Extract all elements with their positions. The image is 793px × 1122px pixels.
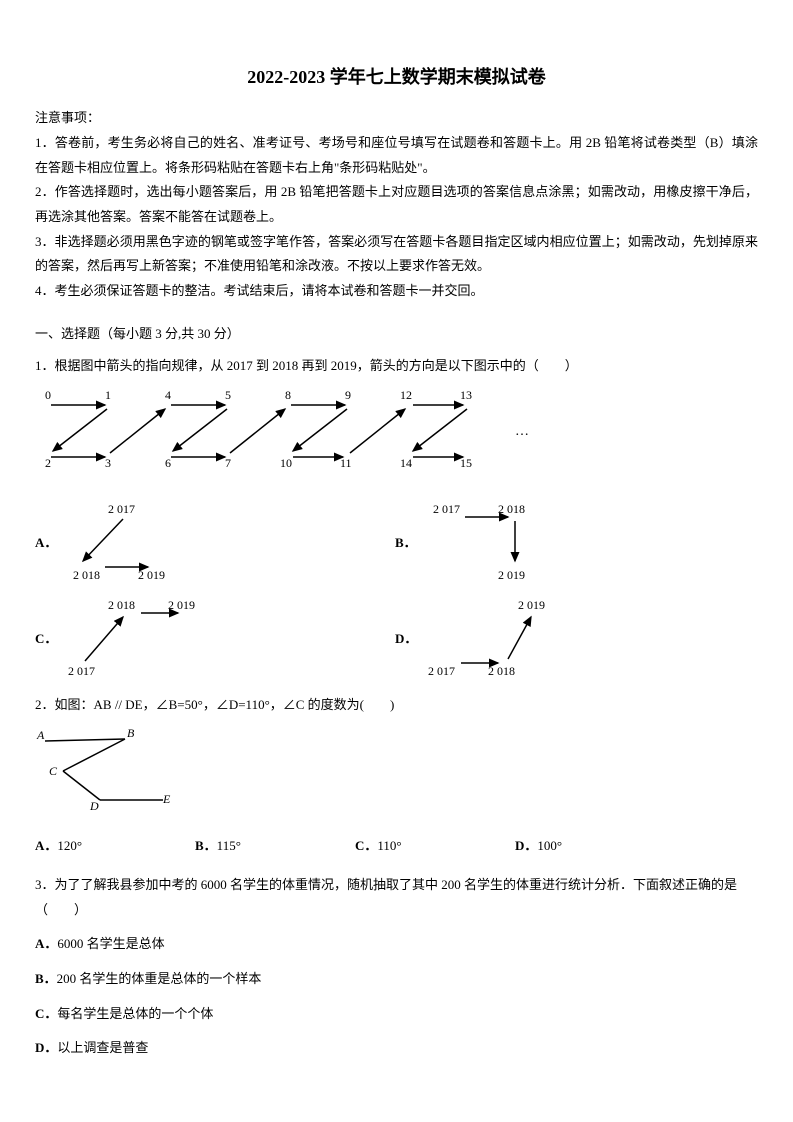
q1d-b1: 2 017 bbox=[428, 664, 455, 678]
q2-opt-b: B．115° bbox=[195, 834, 355, 859]
q1-label-15: 15 bbox=[460, 456, 472, 470]
question-3-text: 3．为了了解我县参加中考的 6000 名学生的体重情况，随机抽取了其中 200 … bbox=[35, 873, 758, 922]
q1-options-row-ab: A． 2 017 2 018 2 019 B． 2 017 2 018 2 01… bbox=[35, 499, 758, 589]
q2-opt-a-label: A． bbox=[35, 838, 57, 853]
q1-label-12: 12 bbox=[400, 388, 412, 402]
q1-opt-b-label: B． bbox=[395, 531, 415, 556]
q1c-t1: 2 018 bbox=[108, 598, 135, 612]
q2-label-c: C bbox=[49, 764, 58, 778]
notice-item-1: 1．答卷前，考生务必将自己的姓名、准考证号、考场号和座位号填写在试题卷和答题卡上… bbox=[35, 131, 758, 180]
q2-options: A．120° B．115° C．110° D．100° bbox=[35, 834, 758, 859]
notice-item-4: 4．考生必须保证答题卡的整洁。考试结束后，请将本试卷和答题卡一并交回。 bbox=[35, 279, 758, 304]
q2-label-e: E bbox=[162, 792, 171, 806]
q2-label-a: A bbox=[36, 728, 45, 742]
q2-diagram: A B C D E bbox=[35, 725, 758, 824]
q2-opt-c: C．110° bbox=[355, 834, 515, 859]
q1-label-5: 5 bbox=[225, 388, 231, 402]
q1-label-11: 11 bbox=[340, 456, 352, 470]
q2-opt-d: D．100° bbox=[515, 834, 675, 859]
q1-label-10: 10 bbox=[280, 456, 292, 470]
q2-opt-b-label: B． bbox=[195, 838, 217, 853]
q3-options: A．6000 名学生是总体 B．200 名学生的体重是总体的一个样本 C．每名学… bbox=[35, 932, 758, 1061]
q1-option-d: D． 2 019 2 017 2 018 bbox=[395, 595, 573, 685]
q3-opt-d-value: 以上调查是普查 bbox=[57, 1040, 148, 1055]
q3-opt-b: B．200 名学生的体重是总体的一个样本 bbox=[35, 967, 758, 992]
q1-label-6: 6 bbox=[165, 456, 171, 470]
q2-opt-c-value: 110° bbox=[377, 838, 401, 853]
q1d-t2: 2 019 bbox=[518, 598, 545, 612]
q3-opt-b-value: 200 名学生的体重是总体的一个样本 bbox=[57, 971, 262, 986]
q1-option-a: A． 2 017 2 018 2 019 bbox=[35, 499, 355, 589]
q2-opt-c-label: C． bbox=[355, 838, 377, 853]
q2-opt-d-value: 100° bbox=[537, 838, 562, 853]
question-1-text: 1．根据图中箭头的指向规律，从 2017 到 2018 再到 2019，箭头的方… bbox=[35, 354, 758, 379]
q1-opt-a-label: A． bbox=[35, 531, 55, 556]
q3-opt-a-label: A． bbox=[35, 936, 57, 951]
q1-option-b: B． 2 017 2 018 2 019 bbox=[395, 499, 563, 589]
q2-opt-a: A．120° bbox=[35, 834, 195, 859]
q1-label-8: 8 bbox=[285, 388, 291, 402]
q1b-b2: 2 019 bbox=[498, 568, 525, 582]
q1-label-14: 14 bbox=[400, 456, 412, 470]
q3-opt-b-label: B． bbox=[35, 971, 57, 986]
q1-label-13: 13 bbox=[460, 388, 472, 402]
q1-label-2: 2 bbox=[45, 456, 51, 470]
q1-opt-c-label: C． bbox=[35, 627, 55, 652]
q1-label-4: 4 bbox=[165, 388, 171, 402]
q3-opt-c-value: 每名学生是总体的一个个体 bbox=[57, 1006, 213, 1021]
q1-label-9: 9 bbox=[345, 388, 351, 402]
q2-prefix: 2．如图： bbox=[35, 697, 94, 712]
notice-item-3: 3．非选择题必须用黑色字迹的钢笔或签字笔作答，答案必须写在答题卡各题目指定区域内… bbox=[35, 230, 758, 279]
notice-header: 注意事项： bbox=[35, 106, 758, 131]
q2-opt-d-label: D． bbox=[515, 838, 537, 853]
q3-opt-a: A．6000 名学生是总体 bbox=[35, 932, 758, 957]
q1a-b1: 2 018 bbox=[73, 568, 100, 582]
q1-option-c: C． 2 018 2 019 2 017 bbox=[35, 595, 355, 685]
q2-label-b: B bbox=[127, 726, 135, 740]
q2-opt-a-value: 120° bbox=[57, 838, 82, 853]
q1-main-diagram: 0 1 2 3 4 5 6 7 8 9 10 11 bbox=[35, 387, 758, 491]
q2-body: AB // DE，∠B=50°，∠D=110°，∠C 的度数为( ) bbox=[94, 697, 395, 712]
q1-options-row-cd: C． 2 018 2 019 2 017 D． 2 019 2 017 2 01… bbox=[35, 595, 758, 685]
q2-label-d: D bbox=[89, 799, 99, 813]
section-1-header: 一、选择题（每小题 3 分,共 30 分） bbox=[35, 322, 758, 347]
q1-label-0: 0 bbox=[45, 388, 51, 402]
q3-opt-d-label: D． bbox=[35, 1040, 57, 1055]
q1b-t1: 2 017 bbox=[433, 502, 460, 516]
q2-opt-b-value: 115° bbox=[217, 838, 241, 853]
q3-opt-c: C．每名学生是总体的一个个体 bbox=[35, 1002, 758, 1027]
q1d-b2: 2 018 bbox=[488, 664, 515, 678]
q1-ellipsis: … bbox=[515, 424, 529, 439]
q3-opt-a-value: 6000 名学生是总体 bbox=[57, 936, 164, 951]
q3-opt-d: D．以上调查是普查 bbox=[35, 1036, 758, 1061]
q1-label-1: 1 bbox=[105, 388, 111, 402]
q1-opt-d-label: D． bbox=[395, 627, 415, 652]
question-2-text: 2．如图：AB // DE，∠B=50°，∠D=110°，∠C 的度数为( ) bbox=[35, 693, 758, 718]
q1a-t1: 2 017 bbox=[108, 502, 135, 516]
q1a-b2: 2 019 bbox=[138, 568, 165, 582]
notice-item-2: 2．作答选择题时，选出每小题答案后，用 2B 铅笔把答题卡上对应题目选项的答案信… bbox=[35, 180, 758, 229]
q1c-b1: 2 017 bbox=[68, 664, 95, 678]
q1-label-3: 3 bbox=[105, 456, 111, 470]
exam-title: 2022-2023 学年七上数学期末模拟试卷 bbox=[35, 60, 758, 94]
q3-opt-c-label: C． bbox=[35, 1006, 57, 1021]
q1b-t2: 2 018 bbox=[498, 502, 525, 516]
q1c-t2: 2 019 bbox=[168, 598, 195, 612]
q1-label-7: 7 bbox=[225, 456, 231, 470]
